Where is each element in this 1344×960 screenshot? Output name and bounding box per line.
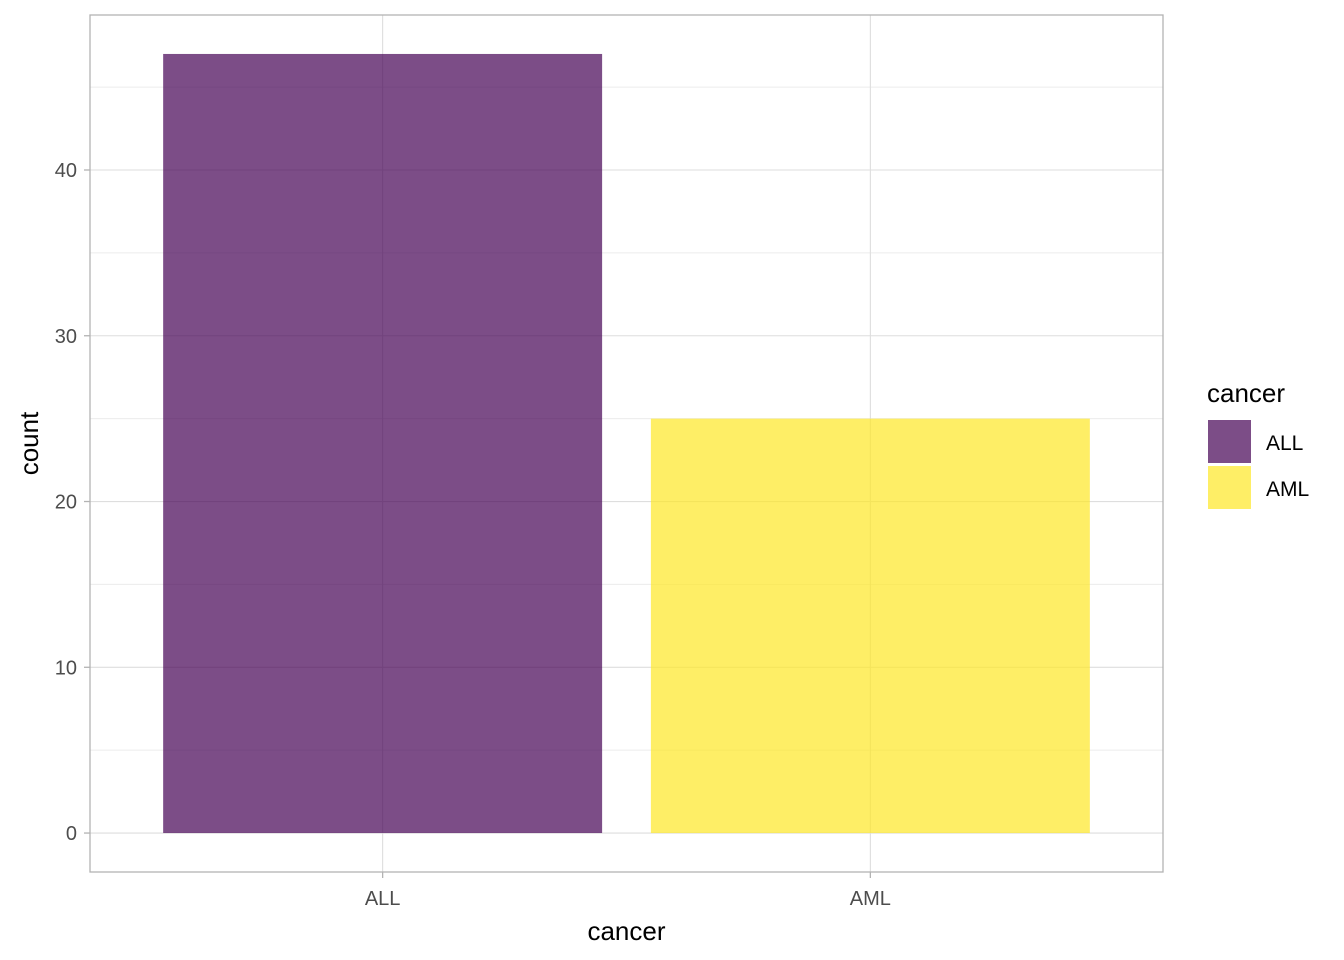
x-tick-label: ALL — [365, 888, 401, 910]
y-axis-ticks: 0 10 20 30 40 — [55, 160, 90, 845]
y-tick-label: 30 — [55, 326, 77, 348]
y-tick-label: 40 — [55, 160, 77, 182]
y-tick-label: 10 — [55, 657, 77, 679]
legend-key-all — [1208, 420, 1251, 463]
panel-border — [89, 14, 1164, 873]
y-tick-label: 0 — [66, 823, 77, 845]
bar-all — [163, 53, 603, 834]
x-axis-ticks: ALL AML — [365, 872, 891, 910]
legend-title: cancer — [1207, 378, 1285, 408]
x-axis-title: cancer — [587, 916, 665, 946]
y-tick-label: 20 — [55, 492, 77, 514]
x-tick-label: AML — [850, 888, 891, 910]
legend-key-aml — [1208, 466, 1251, 509]
legend-items: ALL AML — [1208, 420, 1309, 509]
bars — [163, 53, 1090, 834]
legend-label-aml: AML — [1266, 478, 1309, 501]
bar-aml — [650, 418, 1090, 834]
legend-label-all: ALL — [1266, 432, 1303, 455]
legend: cancer ALL AML — [1207, 378, 1309, 509]
y-axis-title: count — [14, 411, 44, 475]
